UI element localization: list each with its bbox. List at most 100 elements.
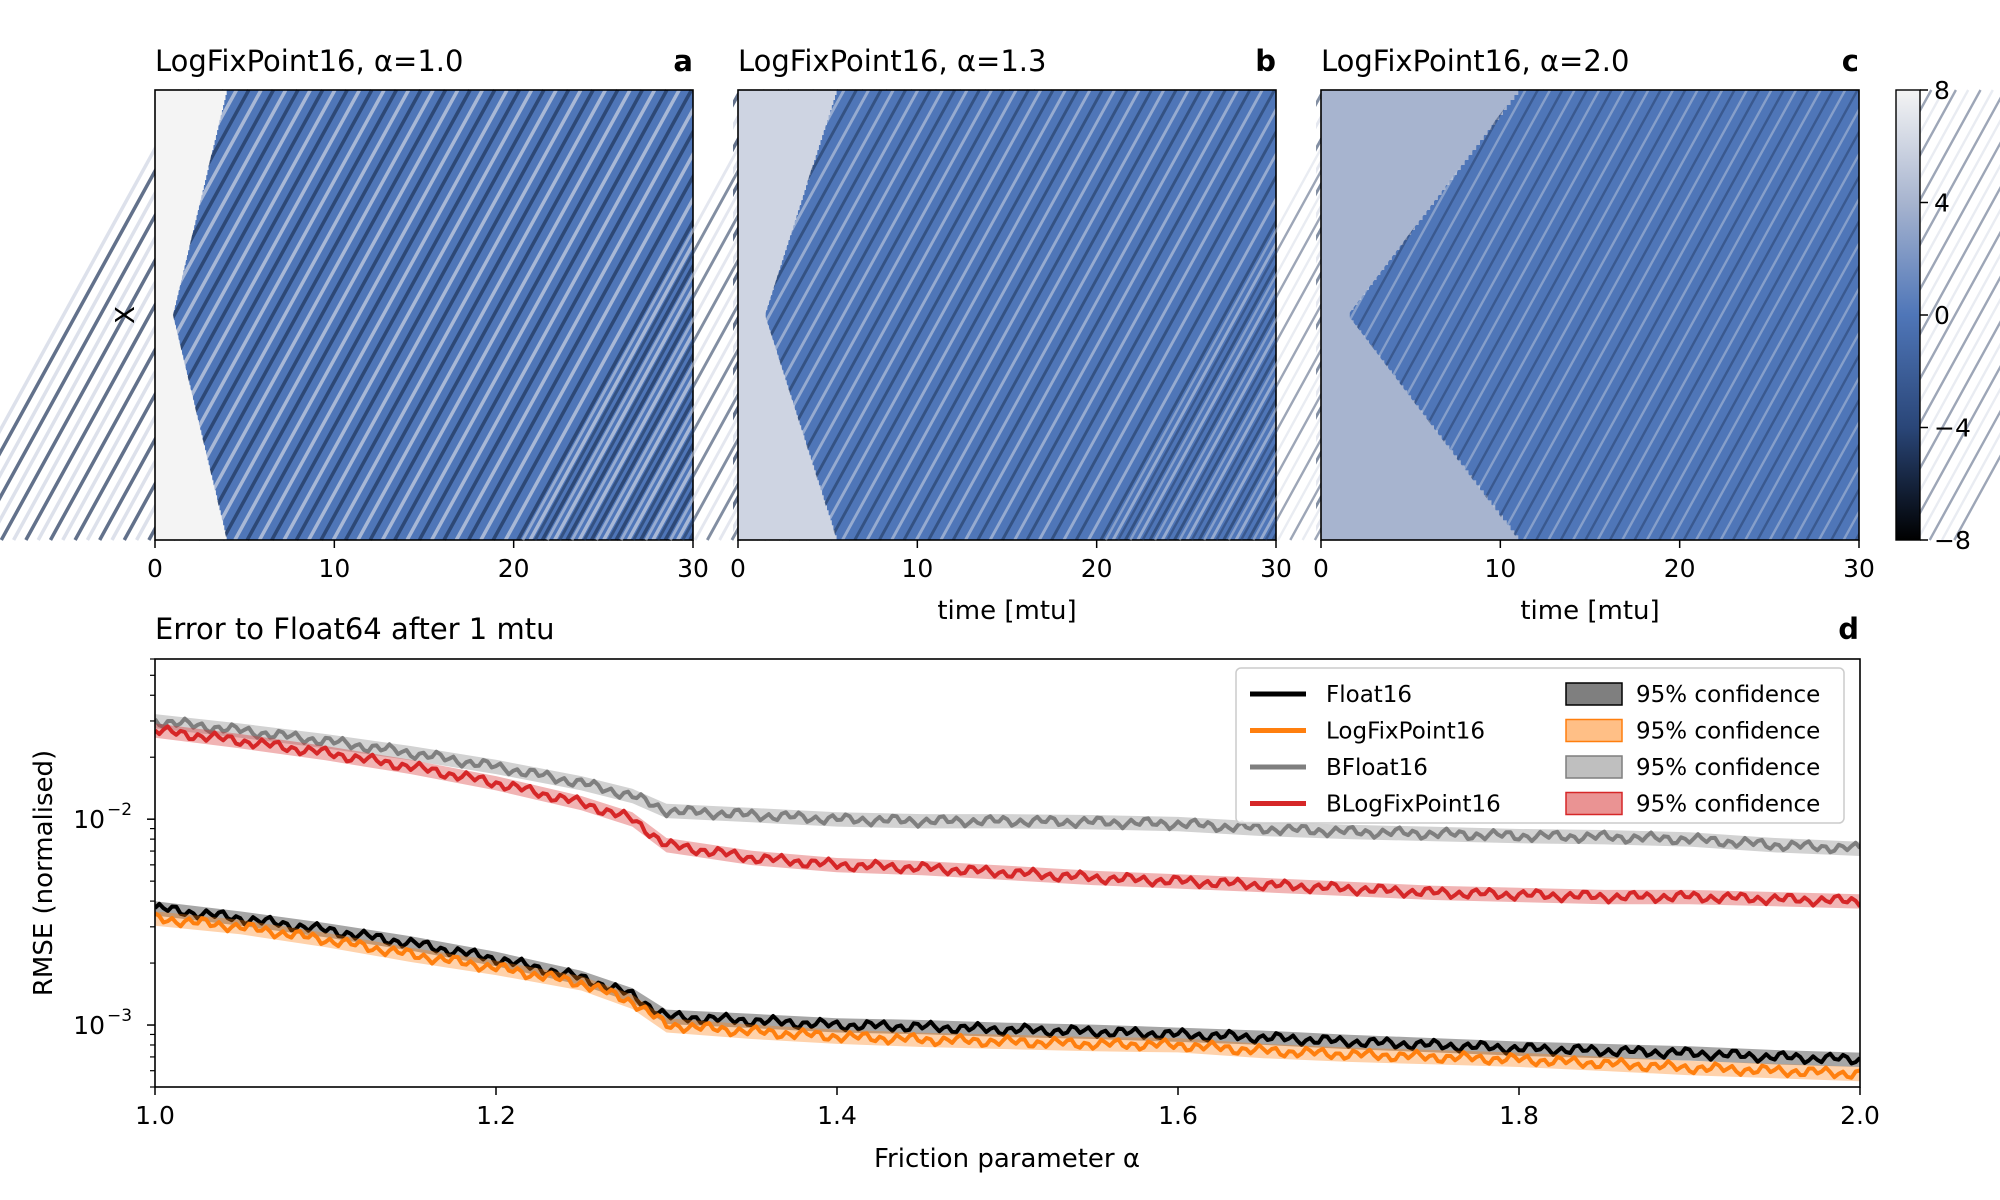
heatmap-band (178, 335, 693, 341)
colorbar-tick-label: 8 (1934, 76, 1950, 105)
heatmap-stripe (1276, 89, 1527, 541)
heatmap-band (765, 315, 1276, 321)
heatmap-band (1376, 350, 1859, 356)
heatmap-band (802, 195, 1276, 201)
heatmap-band (1491, 500, 1859, 506)
heatmap-band (797, 415, 1276, 421)
heatmap-band (1472, 150, 1859, 156)
heatmap-band (1422, 410, 1859, 416)
heatmap-band (806, 440, 1276, 446)
heatmap-band (1434, 200, 1859, 206)
heatmap-band (178, 290, 693, 296)
heatmap-band (173, 315, 693, 321)
heatmap-stripe (528, 89, 780, 541)
heatmap-stripe (1596, 89, 1847, 541)
heatmap-band (1449, 180, 1859, 186)
heatmap-stripe (951, 89, 1202, 541)
heatmap-band (223, 105, 693, 111)
heatmap-band (1426, 415, 1859, 421)
heatmap-band (1407, 390, 1859, 396)
panel-a-xaxis: 0 10 20 30 (147, 540, 709, 583)
heatmap-band (827, 120, 1276, 126)
heatmap-band (831, 105, 1276, 111)
heatmap-band (1449, 445, 1859, 451)
heatmap-band (777, 275, 1276, 281)
heatmap-band (794, 220, 1276, 226)
heatmap-stripe (1013, 89, 1264, 541)
heatmap-band (791, 395, 1276, 401)
heatmap-stripe (644, 89, 895, 541)
heatmap-band (177, 295, 693, 301)
x-tick-label: 0 (147, 554, 163, 583)
heatmap-band (209, 160, 694, 166)
heatmap-stripe (1025, 89, 1276, 541)
heatmap-band (197, 415, 693, 421)
legend-confidence-label: 95% confidence (1636, 719, 1820, 745)
heatmap-band (217, 130, 693, 136)
panel-d-ylabel: RMSE (normalised) (29, 750, 59, 996)
heatmap-band (1411, 230, 1859, 236)
heatmap-band (226, 90, 693, 96)
heatmap-stripe (171, 89, 423, 541)
panel-d-title: Error to Float64 after 1 mtu (155, 612, 554, 646)
panel-d-xlabel: Friction parameter α (874, 1144, 1140, 1174)
colorbar-axis: 8 4 0 −4 −8 (1920, 76, 1971, 555)
panel-b-xlabel: time [mtu] (937, 596, 1076, 626)
heatmap-stripe (853, 89, 1104, 541)
series-line-logfixpoint16 (155, 911, 1860, 1080)
heatmap-band (1388, 260, 1859, 266)
x-tick-label: 1.4 (817, 1101, 857, 1130)
heatmap-band (817, 150, 1276, 156)
heatmap-stripe (270, 89, 521, 541)
heatmap-stripe (257, 89, 509, 541)
x-tick-label: 10 (901, 554, 933, 583)
heatmap-stripe (964, 89, 1215, 541)
heatmap-band (1411, 395, 1859, 401)
heatmap-stripe (841, 89, 1092, 541)
heatmap-stripe (221, 89, 472, 541)
panel-b-xaxis: 0 10 20 30 (730, 540, 1292, 583)
heatmap-edge-mask (1859, 88, 1899, 542)
heatmap-band (1372, 345, 1859, 351)
heatmap-band (179, 340, 694, 346)
heatmap-band (1480, 485, 1859, 491)
heatmap-band (1365, 335, 1859, 341)
heatmap-stripe (282, 89, 534, 541)
heatmap-band (191, 235, 693, 241)
heatmap-band (1418, 220, 1859, 226)
colorbar-tick-label: 4 (1934, 189, 1950, 218)
series-line-blogfixpoint16 (155, 724, 1860, 908)
panel-d-axes: 1.0 1.2 1.4 1.6 1.8 2.010−210−3 (73, 658, 1880, 1130)
heatmap-band (189, 380, 694, 386)
heatmap-band (176, 300, 693, 306)
heatmap-band (1437, 430, 1859, 436)
heatmap-stripe (1104, 89, 1355, 541)
heatmap-stripe (939, 89, 1190, 541)
heatmap-band (1391, 255, 1859, 261)
heatmap-band (1399, 380, 1859, 386)
heatmap-band (1445, 440, 1859, 446)
heatmap-stripe (816, 89, 1067, 541)
panel-a-title: LogFixPoint16, α=1.0 (155, 44, 463, 78)
heatmap-band (777, 350, 1276, 356)
heatmap-stripe (1062, 89, 1313, 541)
heatmap-band (202, 435, 693, 441)
heatmap-band (1384, 360, 1859, 366)
legend-confidence-swatch (1565, 791, 1623, 816)
heatmap-band (1372, 280, 1859, 286)
heatmap-stripe (61, 89, 312, 541)
heatmap-band (192, 230, 693, 236)
x-tick-label: 20 (1664, 554, 1696, 583)
heatmap-stripe (196, 89, 448, 541)
heatmap-stripe (442, 89, 694, 541)
legend-confidence-swatch (1565, 682, 1623, 706)
panel-b-letter: b (1255, 44, 1276, 78)
heatmap-c (1104, 88, 2000, 542)
heatmap-band (218, 125, 694, 131)
x-tick-label: 1.8 (1499, 1101, 1539, 1130)
panel-d-plot-area (155, 714, 1860, 1082)
heatmap-band (207, 455, 693, 461)
legend-confidence-swatch (1565, 718, 1623, 743)
heatmap-band (1476, 480, 1859, 486)
colorbar-gradient (1895, 89, 1921, 541)
